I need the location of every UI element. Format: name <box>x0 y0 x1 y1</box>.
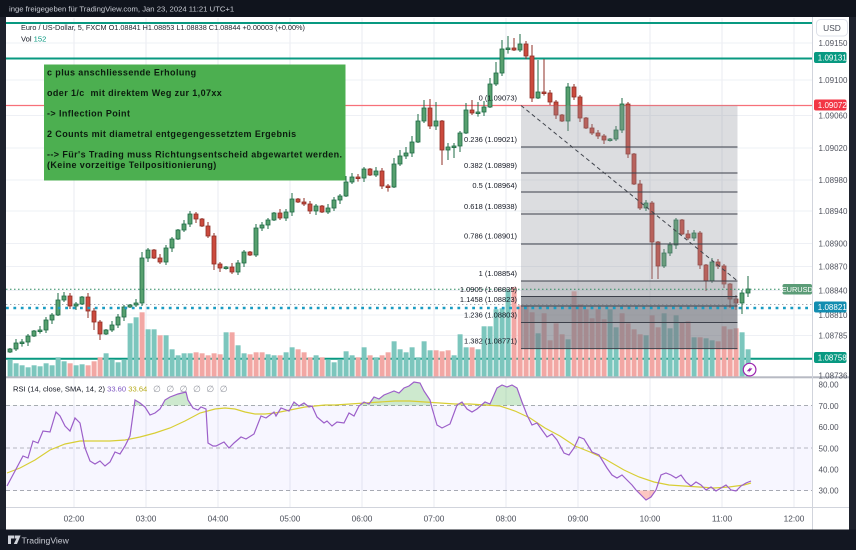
svg-text:03:00: 03:00 <box>136 514 157 524</box>
svg-text:c plus anschliessende Erholung: c plus anschliessende Erholung <box>47 68 197 78</box>
svg-text:(Keine vorzeitige Teilposition: (Keine vorzeitige Teilpositionierung) <box>47 160 217 170</box>
svg-text:RSI (14, close, SMA, 14, 2) 33: RSI (14, close, SMA, 14, 2) 33.60 33.64 <box>13 385 147 394</box>
svg-text:1.08980: 1.08980 <box>819 176 848 185</box>
svg-text:1.08810: 1.08810 <box>819 311 848 320</box>
svg-text:0.5 (1.08964): 0.5 (1.08964) <box>472 181 517 190</box>
svg-text:06:00: 06:00 <box>352 514 373 524</box>
svg-text:0.382 (1.08989): 0.382 (1.08989) <box>464 161 517 170</box>
svg-text:Vol 152: Vol 152 <box>21 35 46 44</box>
svg-text:2 Counts mit diametral entgege: 2 Counts mit diametral entgegengessetzte… <box>47 129 297 139</box>
svg-text:∅∅∅∅∅∅: ∅∅∅∅∅∅ <box>153 384 233 394</box>
svg-text:07:00: 07:00 <box>424 514 445 524</box>
svg-text:1.08870: 1.08870 <box>819 263 848 272</box>
svg-text:0.618 (1.08938): 0.618 (1.08938) <box>464 202 517 211</box>
svg-text:-> Inflection Point: -> Inflection Point <box>47 109 130 119</box>
svg-text:1.08840: 1.08840 <box>819 287 848 296</box>
svg-text:1.1458 (1.08823): 1.1458 (1.08823) <box>460 295 518 304</box>
svg-text:1.08821: 1.08821 <box>818 303 847 312</box>
svg-text:1.0905 (1.08835): 1.0905 (1.08835) <box>460 285 518 294</box>
svg-text:08:00: 08:00 <box>496 514 517 524</box>
svg-text:1.236 (1.08803): 1.236 (1.08803) <box>464 311 517 320</box>
svg-text:1.08900: 1.08900 <box>819 240 848 249</box>
svg-text:TradingView: TradingView <box>22 536 70 546</box>
svg-text:oder 1/c mit direktem Weg zur: oder 1/c mit direktem Weg zur 1,07xx <box>47 88 222 98</box>
svg-text:04:00: 04:00 <box>208 514 229 524</box>
svg-text:10:00: 10:00 <box>640 514 661 524</box>
svg-text:1.08940: 1.08940 <box>819 207 848 216</box>
svg-text:1.09131: 1.09131 <box>818 54 847 63</box>
svg-text:05:00: 05:00 <box>280 514 301 524</box>
svg-text:02:00: 02:00 <box>64 514 85 524</box>
svg-text:1.09020: 1.09020 <box>819 144 848 153</box>
svg-text:1.08785: 1.08785 <box>819 332 848 341</box>
svg-text:1.382 (1.08771): 1.382 (1.08771) <box>464 337 517 346</box>
svg-text:1.09150: 1.09150 <box>819 39 848 48</box>
svg-text:1.09100: 1.09100 <box>819 76 848 85</box>
svg-text:USD: USD <box>823 23 841 33</box>
svg-text:EURUSD: EURUSD <box>782 285 813 294</box>
svg-text:1.09060: 1.09060 <box>819 112 848 121</box>
svg-text:0.786 (1.08901): 0.786 (1.08901) <box>464 232 517 241</box>
svg-text:50.00: 50.00 <box>819 445 840 454</box>
svg-text:1.08758: 1.08758 <box>818 354 847 363</box>
svg-text:0.236 (1.09021): 0.236 (1.09021) <box>464 135 517 144</box>
svg-text:70.00: 70.00 <box>819 402 840 411</box>
svg-text:1.08736: 1.08736 <box>819 372 848 381</box>
svg-text:0 (1.09073): 0 (1.09073) <box>479 94 518 103</box>
svg-text:80.00: 80.00 <box>819 381 840 390</box>
svg-text:Euro / US-Dollar, 5, FXCM O1.0: Euro / US-Dollar, 5, FXCM O1.08841 H1.08… <box>21 23 305 32</box>
svg-text:12:00: 12:00 <box>784 514 805 524</box>
svg-text:60.00: 60.00 <box>819 423 840 432</box>
svg-text:09:00: 09:00 <box>568 514 589 524</box>
svg-text:1 (1.08854): 1 (1.08854) <box>479 269 518 278</box>
svg-text:30.00: 30.00 <box>819 487 840 496</box>
svg-text:1.09072: 1.09072 <box>818 101 847 110</box>
svg-text:--> Für's Trading muss Richtun: --> Für's Trading muss Richtungsentschei… <box>47 150 342 160</box>
svg-text:inge freigegeben für TradingVi: inge freigegeben für TradingView.com, Ja… <box>9 5 234 14</box>
svg-text:11:00: 11:00 <box>712 514 733 524</box>
svg-text:40.00: 40.00 <box>819 466 840 475</box>
